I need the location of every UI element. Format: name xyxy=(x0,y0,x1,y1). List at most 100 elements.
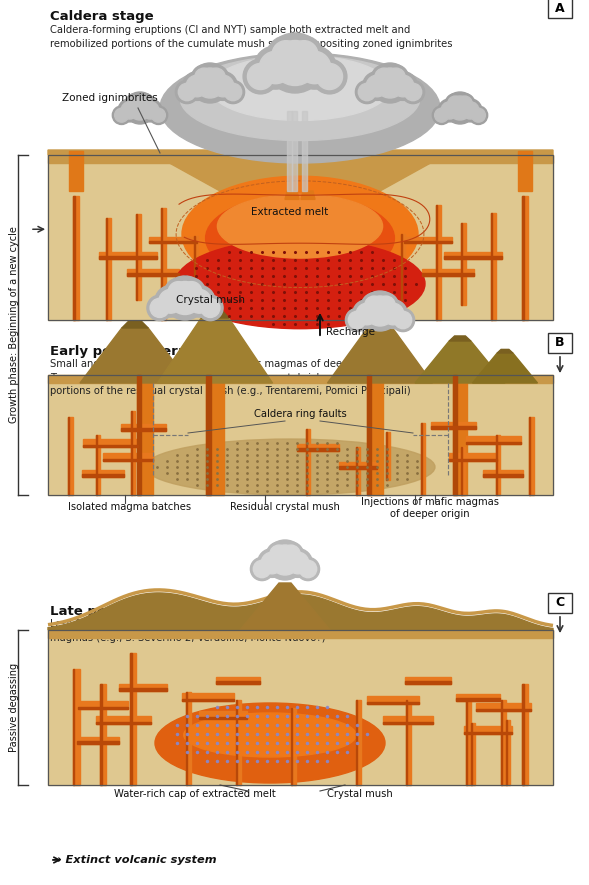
Circle shape xyxy=(186,75,208,96)
Circle shape xyxy=(448,96,472,120)
Bar xyxy=(367,375,371,495)
Circle shape xyxy=(176,81,198,104)
Bar xyxy=(483,474,523,476)
Bar xyxy=(78,701,128,709)
Bar xyxy=(137,375,141,495)
Bar xyxy=(48,630,553,638)
Bar xyxy=(131,411,132,495)
Polygon shape xyxy=(157,318,273,383)
Bar xyxy=(216,676,260,683)
Circle shape xyxy=(187,289,211,313)
Bar xyxy=(461,222,462,305)
Circle shape xyxy=(112,106,131,125)
Bar xyxy=(401,234,405,300)
Bar xyxy=(444,251,502,258)
Bar xyxy=(405,700,411,785)
Circle shape xyxy=(387,68,405,87)
Bar xyxy=(496,435,500,495)
Circle shape xyxy=(147,295,173,320)
Ellipse shape xyxy=(182,176,418,292)
Circle shape xyxy=(267,36,305,73)
Bar xyxy=(528,417,530,495)
Circle shape xyxy=(121,102,138,119)
Bar xyxy=(82,474,124,476)
Circle shape xyxy=(163,276,207,320)
Circle shape xyxy=(392,308,415,332)
Bar xyxy=(73,196,79,320)
Circle shape xyxy=(221,81,244,104)
Bar xyxy=(465,700,466,785)
Circle shape xyxy=(149,106,168,125)
Bar xyxy=(449,458,497,461)
Circle shape xyxy=(267,542,292,566)
Circle shape xyxy=(254,46,297,89)
Ellipse shape xyxy=(175,239,425,328)
Circle shape xyxy=(125,94,145,113)
Bar xyxy=(199,711,247,719)
Bar xyxy=(186,692,187,785)
Text: Caldera-forming eruptions (CI and NYT) sample both extracted melt and
remobilize: Caldera-forming eruptions (CI and NYT) s… xyxy=(50,25,452,49)
Circle shape xyxy=(150,298,169,318)
Ellipse shape xyxy=(160,53,440,163)
Text: Crystal mush: Crystal mush xyxy=(327,789,393,799)
Text: Extracted melt: Extracted melt xyxy=(252,207,329,217)
Circle shape xyxy=(135,94,155,113)
Polygon shape xyxy=(301,191,315,199)
Circle shape xyxy=(372,65,396,89)
Bar xyxy=(121,428,166,430)
Ellipse shape xyxy=(210,56,390,120)
Text: Isolated magma batches: Isolated magma batches xyxy=(68,502,191,512)
Bar xyxy=(528,417,534,495)
Circle shape xyxy=(212,75,234,96)
Bar xyxy=(367,696,419,704)
Bar xyxy=(82,444,137,447)
Circle shape xyxy=(201,298,220,318)
Bar xyxy=(501,700,502,785)
Bar xyxy=(356,700,360,785)
Circle shape xyxy=(118,99,141,122)
Text: Late post- or pre-caldera stage: Late post- or pre-caldera stage xyxy=(50,605,284,618)
Circle shape xyxy=(195,68,213,87)
Bar xyxy=(68,417,69,495)
Bar xyxy=(130,653,136,785)
Bar xyxy=(130,653,131,785)
Bar xyxy=(206,375,210,495)
Circle shape xyxy=(377,296,395,315)
Circle shape xyxy=(128,96,143,111)
Bar xyxy=(339,461,377,468)
Bar xyxy=(435,204,437,320)
Circle shape xyxy=(356,304,378,325)
Bar xyxy=(401,234,402,300)
Circle shape xyxy=(348,312,366,328)
Bar xyxy=(48,375,553,383)
Circle shape xyxy=(299,560,317,578)
Bar xyxy=(356,447,357,495)
Bar xyxy=(475,703,531,711)
Text: Early post-caldera stage: Early post-caldera stage xyxy=(50,345,233,358)
Circle shape xyxy=(168,281,188,302)
Bar xyxy=(297,443,339,450)
Bar xyxy=(421,423,425,495)
Bar xyxy=(290,707,292,785)
Bar xyxy=(471,723,475,785)
Bar xyxy=(506,720,510,785)
Circle shape xyxy=(265,33,325,93)
Circle shape xyxy=(455,94,475,113)
Circle shape xyxy=(250,558,274,581)
Bar xyxy=(431,421,475,428)
Circle shape xyxy=(363,72,392,100)
Circle shape xyxy=(273,41,317,86)
Circle shape xyxy=(191,65,216,89)
Bar xyxy=(119,683,167,690)
Circle shape xyxy=(444,92,476,124)
Circle shape xyxy=(355,81,379,104)
Bar xyxy=(356,700,357,785)
Bar xyxy=(421,423,422,495)
Bar xyxy=(367,375,383,495)
Circle shape xyxy=(197,295,223,320)
Bar xyxy=(453,375,467,495)
Bar xyxy=(99,251,157,258)
Text: Water-rich cap of extracted melt: Water-rich cap of extracted melt xyxy=(114,789,276,799)
Ellipse shape xyxy=(206,195,395,281)
Bar xyxy=(456,694,500,701)
